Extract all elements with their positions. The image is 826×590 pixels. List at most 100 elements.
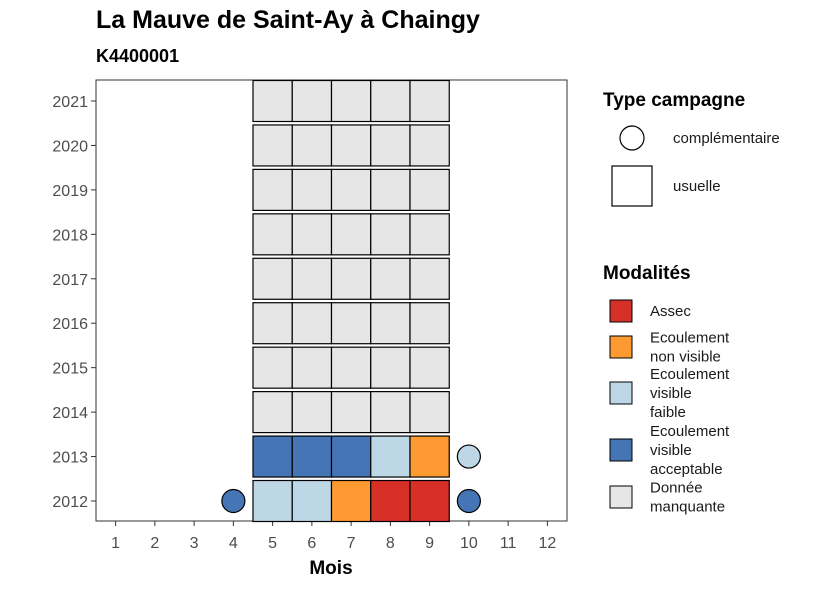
cell-square: [252, 435, 293, 478]
y-tick-label: 2020: [52, 138, 88, 155]
cell-square: [330, 124, 372, 167]
cell-square: [409, 435, 450, 478]
x-tick-label: 6: [307, 535, 316, 552]
legend-modality-label: visible: [650, 385, 692, 402]
x-tick-label: 10: [460, 535, 478, 552]
legend-circle-key: [619, 125, 645, 151]
cell-square: [409, 213, 450, 256]
cell-square: [330, 79, 372, 123]
cell-square: [409, 346, 450, 389]
cell-square: [409, 391, 450, 434]
cell-square: [370, 168, 411, 211]
cell-square: [291, 479, 333, 523]
cell-square: [291, 213, 333, 256]
legend-modality-label: acceptable: [650, 461, 723, 478]
cell-circle: [221, 488, 246, 514]
cell-square: [291, 391, 333, 434]
legend-square-key: [611, 165, 653, 207]
x-tick-label: 3: [190, 535, 199, 552]
cell-square: [252, 168, 293, 211]
cell-square: [370, 257, 411, 300]
cell-square: [330, 168, 372, 211]
x-tick-label: 11: [500, 535, 517, 552]
y-tick-label: 2021: [52, 94, 88, 111]
cell-square: [409, 479, 450, 523]
chart-subtitle: K4400001: [96, 46, 180, 66]
x-tick-label: 9: [425, 535, 434, 552]
cell-square: [252, 302, 293, 345]
x-tick-label: 4: [229, 535, 238, 552]
cell-square: [252, 391, 293, 434]
cell-square: [291, 257, 333, 300]
cell-circle: [456, 444, 481, 469]
cell-square: [409, 79, 450, 123]
legend-color-swatch: [609, 438, 633, 462]
cell-square: [291, 168, 333, 211]
legend-modality-label: Donnée: [650, 480, 703, 497]
y-tick-label: 2013: [52, 450, 88, 467]
y-tick-label: 2015: [52, 361, 88, 378]
cell-circle: [456, 488, 481, 514]
legend-color-swatch: [609, 485, 633, 509]
legend-modality-label: Ecoulement: [650, 330, 730, 347]
cell-square: [409, 124, 450, 167]
legend-campaign-label: usuelle: [673, 178, 721, 195]
cell-square: [409, 257, 450, 300]
x-tick-label: 12: [538, 535, 556, 552]
y-tick-label: 2017: [52, 272, 88, 289]
cell-square: [291, 435, 333, 478]
cell-square: [409, 168, 450, 211]
y-tick-label: 2014: [52, 405, 88, 422]
cell-square: [370, 124, 411, 167]
x-tick-label: 8: [386, 535, 395, 552]
cell-square: [291, 302, 333, 345]
cell-square: [252, 213, 293, 256]
legend-modality-label: visible: [650, 442, 692, 459]
cell-square: [370, 79, 411, 123]
cell-square: [330, 302, 372, 345]
chart-title: La Mauve de Saint-Ay à Chaingy: [96, 6, 480, 34]
x-tick-label: 1: [111, 535, 120, 552]
legend-modality-label: manquante: [650, 499, 725, 516]
cell-square: [252, 79, 293, 123]
cell-square: [330, 479, 372, 523]
legend-campaign-title: Type campagne: [603, 90, 745, 111]
cell-square: [252, 124, 293, 167]
legend-modality-label: Ecoulement: [650, 423, 730, 440]
cell-square: [370, 213, 411, 256]
cell-square: [252, 479, 293, 523]
cell-square: [330, 257, 372, 300]
y-tick-label: 2012: [52, 494, 88, 511]
legend-color-swatch: [609, 299, 633, 323]
legend-modality-label: faible: [650, 404, 686, 421]
cell-square: [370, 302, 411, 345]
legend-modality-label: non visible: [650, 349, 721, 366]
legend-modalities-title: Modalités: [603, 263, 691, 284]
legend-campaign-label: complémentaire: [673, 130, 780, 147]
cell-square: [291, 124, 333, 167]
y-tick-label: 2019: [52, 183, 88, 200]
y-tick-label: 2018: [52, 227, 88, 244]
x-tick-label: 5: [268, 535, 277, 552]
legend-modality-label: Ecoulement: [650, 366, 730, 383]
cell-square: [252, 257, 293, 300]
x-tick-label: 2: [150, 535, 159, 552]
legend-color-swatch: [609, 335, 633, 359]
y-tick-label: 2016: [52, 316, 88, 333]
cell-square: [330, 346, 372, 389]
cell-square: [370, 391, 411, 434]
cell-square: [291, 346, 333, 389]
cell-square: [370, 479, 411, 523]
cell-square: [291, 79, 333, 123]
cell-square: [370, 346, 411, 389]
cell-square: [370, 435, 411, 478]
cell-square: [330, 391, 372, 434]
cell-square: [330, 435, 372, 478]
x-axis-title: Mois: [309, 558, 352, 579]
cell-square: [252, 346, 293, 389]
cell-square: [409, 302, 450, 345]
legend-color-swatch: [609, 381, 633, 405]
x-tick-label: 7: [347, 535, 356, 552]
cell-square: [330, 213, 372, 256]
